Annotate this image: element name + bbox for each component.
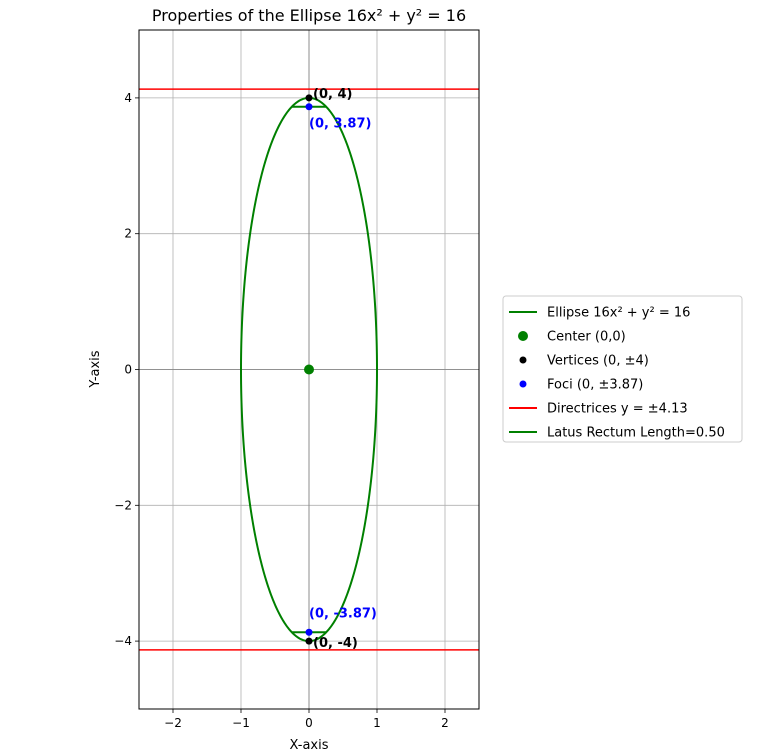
y-tick-label: −2 — [114, 498, 132, 512]
vertex-point — [305, 637, 313, 645]
legend-label: Ellipse 16x² + y² = 16 — [547, 306, 690, 321]
y-tick-label: −4 — [114, 634, 132, 648]
legend-swatch — [518, 331, 528, 341]
legend-label: Center (0,0) — [547, 330, 626, 345]
y-tick-label: 4 — [124, 91, 132, 105]
y-tick-label: 2 — [124, 227, 132, 241]
vertex-point — [305, 94, 313, 102]
x-axis-label: X-axis — [290, 738, 329, 753]
ellipse-curve — [239, 96, 378, 643]
legend-swatch — [519, 356, 527, 364]
chart-title: Properties of the Ellipse 16x² + y² = 16 — [152, 6, 466, 25]
legend: Ellipse 16x² + y² = 16 Center (0,0) Vertic… — [502, 295, 743, 443]
legend-frame — [502, 295, 743, 443]
legend-label: Latus Rectum Length=0.50 — [547, 426, 725, 441]
focus-label: (0, -3.87) — [309, 606, 377, 621]
focus-label: (0, 3.87) — [309, 117, 371, 132]
legend-label: Foci (0, ±3.87) — [547, 378, 643, 393]
vertex-label: (0, 4) — [313, 87, 352, 102]
y-axis-label: Y-axis — [88, 350, 103, 388]
focus-point — [305, 103, 313, 111]
plot-content — [139, 88, 479, 651]
legend-swatch — [519, 380, 527, 388]
focus-point — [305, 628, 313, 636]
x-tick-label: 1 — [373, 716, 381, 730]
x-tick-label: −2 — [164, 716, 182, 730]
legend-label: Vertices (0, ±4) — [547, 354, 649, 369]
x-tick-label: 0 — [305, 716, 313, 730]
y-tick-label: 0 — [124, 363, 132, 377]
plot-area: (0, 4) (0, -4) (0, 3.87) (0, -3.87) −2 −1 0 1 2 −… — [114, 29, 480, 730]
x-tick-label: 2 — [441, 716, 449, 730]
center-point — [304, 364, 314, 375]
x-tick-label: −1 — [232, 716, 250, 730]
vertex-label: (0, -4) — [313, 636, 358, 651]
legend-label: Directrices y = ±4.13 — [547, 402, 688, 417]
